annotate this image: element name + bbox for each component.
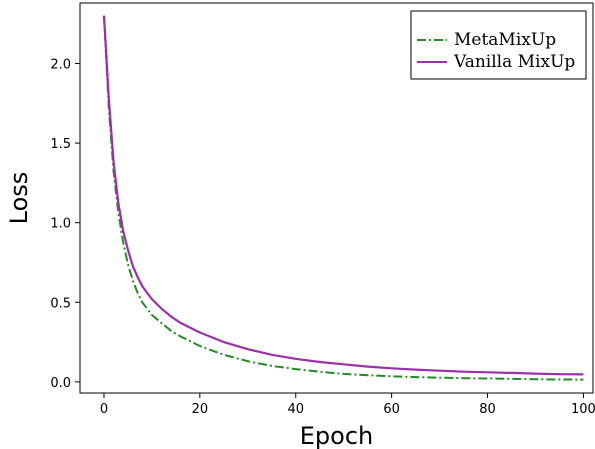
legend-box (410, 10, 587, 80)
x-axis-ticks: 0 20 40 60 80 100 (100, 393, 595, 417)
x-tick-label: 100 (571, 402, 595, 417)
y-axis-ticks: 0.0 0.5 1.0 1.5 2.0 (50, 57, 80, 391)
legend-label-metamixup: MetaMixUp (454, 30, 556, 50)
x-tick-label: 20 (192, 402, 209, 417)
x-tick-label: 60 (383, 402, 400, 417)
series-lines (102, 15, 584, 381)
y-tick-label: 2.0 (50, 57, 71, 72)
y-axis-label: Loss (5, 172, 33, 225)
y-tick-label: 0.0 (50, 376, 71, 391)
legend-label-vanilla-mixup: Vanilla MixUp (453, 52, 575, 72)
y-tick-label: 1.5 (50, 137, 71, 152)
legend: MetaMixUp Vanilla MixUp (410, 10, 587, 80)
x-tick-label: 40 (287, 402, 304, 417)
series-line-vanilla-mixup (102, 15, 584, 376)
series-line-metamixup (103, 15, 584, 381)
x-axis-label: Epoch (300, 422, 374, 449)
y-tick-label: 1.0 (50, 217, 71, 232)
x-tick-label: 80 (479, 402, 496, 417)
y-tick-label: 0.5 (50, 296, 71, 311)
x-tick-label: 0 (100, 402, 108, 417)
plot-frame (79, 2, 594, 394)
